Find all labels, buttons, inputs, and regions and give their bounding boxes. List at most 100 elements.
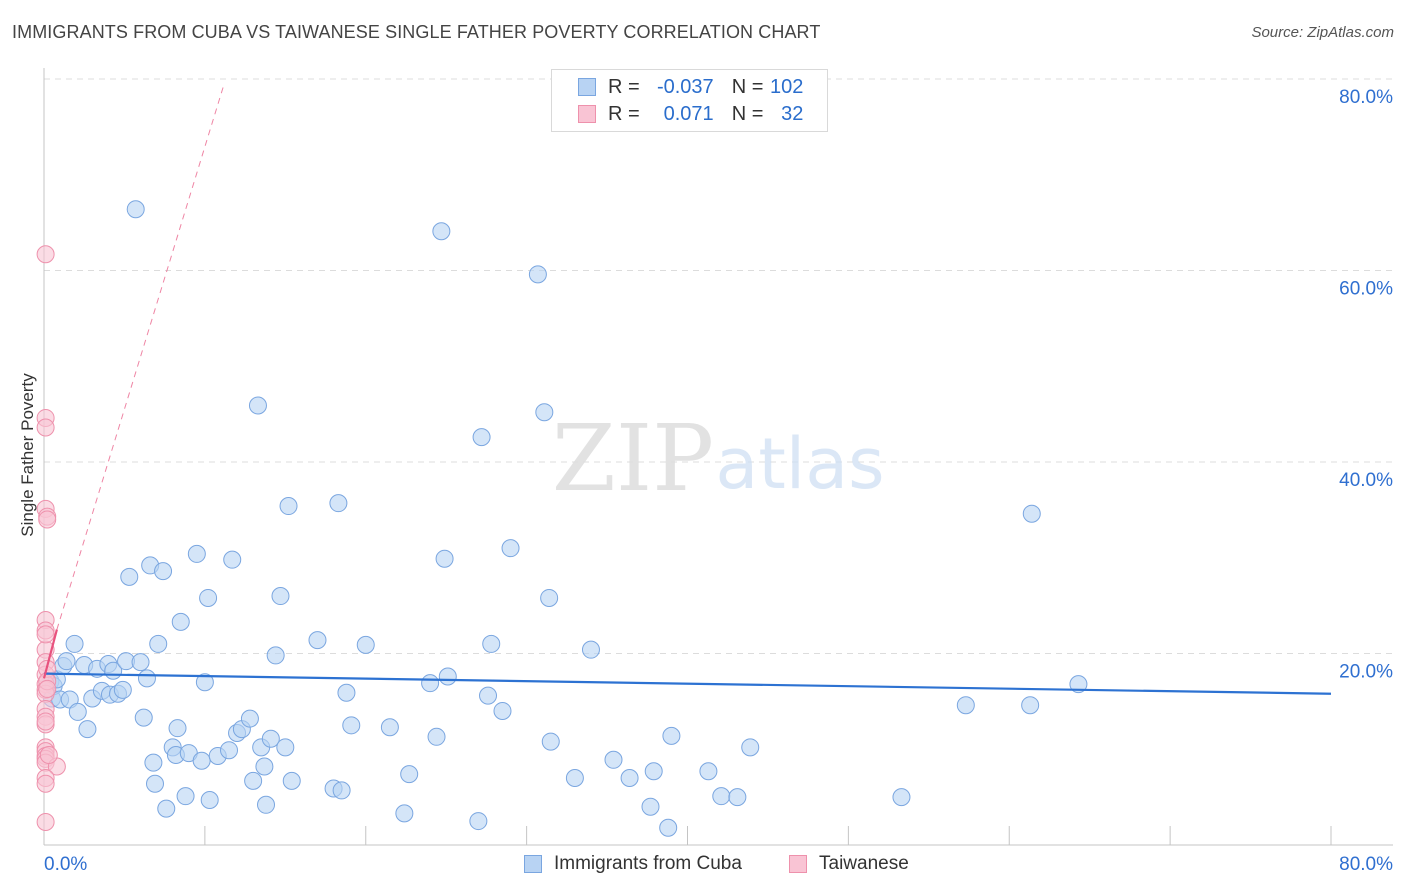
series-taiwanese-points <box>36 245 66 832</box>
bottom-legend-label-taiwanese: Taiwanese <box>819 853 909 874</box>
data-point-cuba <box>493 701 512 720</box>
data-point-taiwanese <box>36 418 55 437</box>
data-point-taiwanese <box>36 712 55 731</box>
data-point-cuba <box>157 799 176 818</box>
data-point-cuba <box>479 686 498 705</box>
bottom-legend-taiwanese[interactable]: Taiwanese <box>789 852 909 876</box>
data-point-cuba <box>261 729 280 748</box>
y-tick-label: 40.0% <box>1339 470 1393 491</box>
data-point-cuba <box>438 667 457 686</box>
bottom-legend-label-cuba: Immigrants from Cuba <box>554 853 742 874</box>
legend-n-label: N = <box>731 102 764 125</box>
legend-swatch-taiwanese <box>578 105 596 123</box>
data-point-cuba <box>472 428 491 447</box>
data-point-cuba <box>329 494 348 513</box>
data-point-cuba <box>120 567 139 586</box>
data-point-cuba <box>131 653 150 672</box>
legend-n-value-cuba: 102 <box>770 75 804 98</box>
data-point-cuba <box>137 669 156 688</box>
data-point-cuba <box>741 738 760 757</box>
legend-swatch-cuba <box>578 78 596 96</box>
tick-labels: 20.0% 40.0% 60.0% 80.0% 0.0% 80.0% <box>44 87 1393 875</box>
data-point-cuba <box>68 702 87 721</box>
data-point-cuba <box>400 765 419 784</box>
data-point-taiwanese <box>39 745 58 764</box>
data-point-cuba <box>712 787 731 806</box>
data-point-cuba <box>421 674 440 693</box>
legend-row-cuba: R = -0.037 N = 102 <box>552 74 803 100</box>
data-point-cuba <box>149 634 168 653</box>
axes <box>43 68 1393 846</box>
legend-r-label: R = <box>608 75 640 98</box>
data-point-cuba <box>244 771 263 790</box>
data-point-cuba <box>78 720 97 739</box>
data-point-cuba <box>144 753 163 772</box>
data-point-taiwanese <box>36 245 55 264</box>
data-point-cuba <box>699 762 718 781</box>
legend-r-value-taiwanese: 0.071 <box>663 102 714 125</box>
data-point-cuba <box>581 640 600 659</box>
y-axis-label: Single Father Poverty <box>18 373 37 537</box>
legend-row-taiwanese: R = 0.071 N = 32 <box>552 101 803 127</box>
data-point-cuba <box>187 544 206 563</box>
trend-line-taiwanese-extended <box>56 83 225 630</box>
series-immigrants-from-cuba-points <box>41 200 1088 837</box>
data-point-cuba <box>255 757 274 776</box>
data-point-taiwanese <box>36 625 55 644</box>
x-tick-label: 80.0% <box>1339 854 1393 875</box>
data-point-cuba <box>427 727 446 746</box>
data-point-cuba <box>199 588 218 607</box>
data-point-cuba <box>956 696 975 715</box>
data-point-cuba <box>146 774 165 793</box>
bottom-legend-swatch-cuba <box>524 855 542 873</box>
watermark-zip: ZIP <box>552 405 714 512</box>
bottom-legend-cuba[interactable]: Immigrants from Cuba <box>524 852 742 876</box>
source-label: Source: ZipAtlas.com <box>1251 24 1394 41</box>
data-point-cuba <box>271 587 290 606</box>
data-point-cuba <box>266 646 285 665</box>
trend-lines <box>56 83 225 630</box>
data-point-cuba <box>662 726 681 745</box>
data-point-cuba <box>659 818 678 837</box>
x-tick-label: 0.0% <box>44 854 87 875</box>
data-point-cuba <box>200 790 219 809</box>
chart-title: IMMIGRANTS FROM CUBA VS TAIWANESE SINGLE… <box>12 22 821 42</box>
data-point-cuba <box>1069 675 1088 694</box>
data-point-taiwanese <box>36 813 55 832</box>
data-point-cuba <box>126 200 145 219</box>
data-point-cuba <box>134 708 153 727</box>
data-point-cuba <box>540 588 559 607</box>
data-point-taiwanese <box>36 774 55 793</box>
data-point-cuba <box>176 787 195 806</box>
y-tick-label: 80.0% <box>1339 87 1393 108</box>
legend-n-label: N = <box>731 75 764 98</box>
data-point-cuba <box>535 403 554 422</box>
data-point-cuba <box>501 539 520 558</box>
trend-line-cuba <box>43 672 1332 695</box>
data-point-cuba <box>482 634 501 653</box>
data-point-cuba <box>223 550 242 569</box>
data-point-cuba <box>248 396 267 415</box>
legend-r-value-cuba: -0.037 <box>656 75 714 98</box>
trend-line-taiwanese <box>42 629 58 679</box>
data-point-cuba <box>1022 504 1041 523</box>
data-point-cuba <box>528 265 547 284</box>
data-point-cuba <box>644 762 663 781</box>
data-point-cuba <box>279 497 298 516</box>
data-point-cuba <box>469 812 488 831</box>
legend-r-label: R = <box>608 102 640 125</box>
data-point-cuba <box>257 795 276 814</box>
data-point-cuba <box>892 788 911 807</box>
data-point-cuba <box>113 680 132 699</box>
data-point-cuba <box>195 673 214 692</box>
watermark-atlas: atlas <box>715 423 884 505</box>
trend-lines-front <box>42 629 1332 695</box>
bottom-legend-swatch-taiwanese <box>789 855 807 873</box>
data-point-cuba <box>276 738 295 757</box>
data-point-cuba <box>435 549 454 568</box>
data-point-cuba <box>65 634 84 653</box>
data-point-cuba <box>154 562 173 581</box>
data-point-cuba <box>282 771 301 790</box>
data-point-cuba <box>728 788 747 807</box>
data-point-taiwanese <box>38 679 57 698</box>
